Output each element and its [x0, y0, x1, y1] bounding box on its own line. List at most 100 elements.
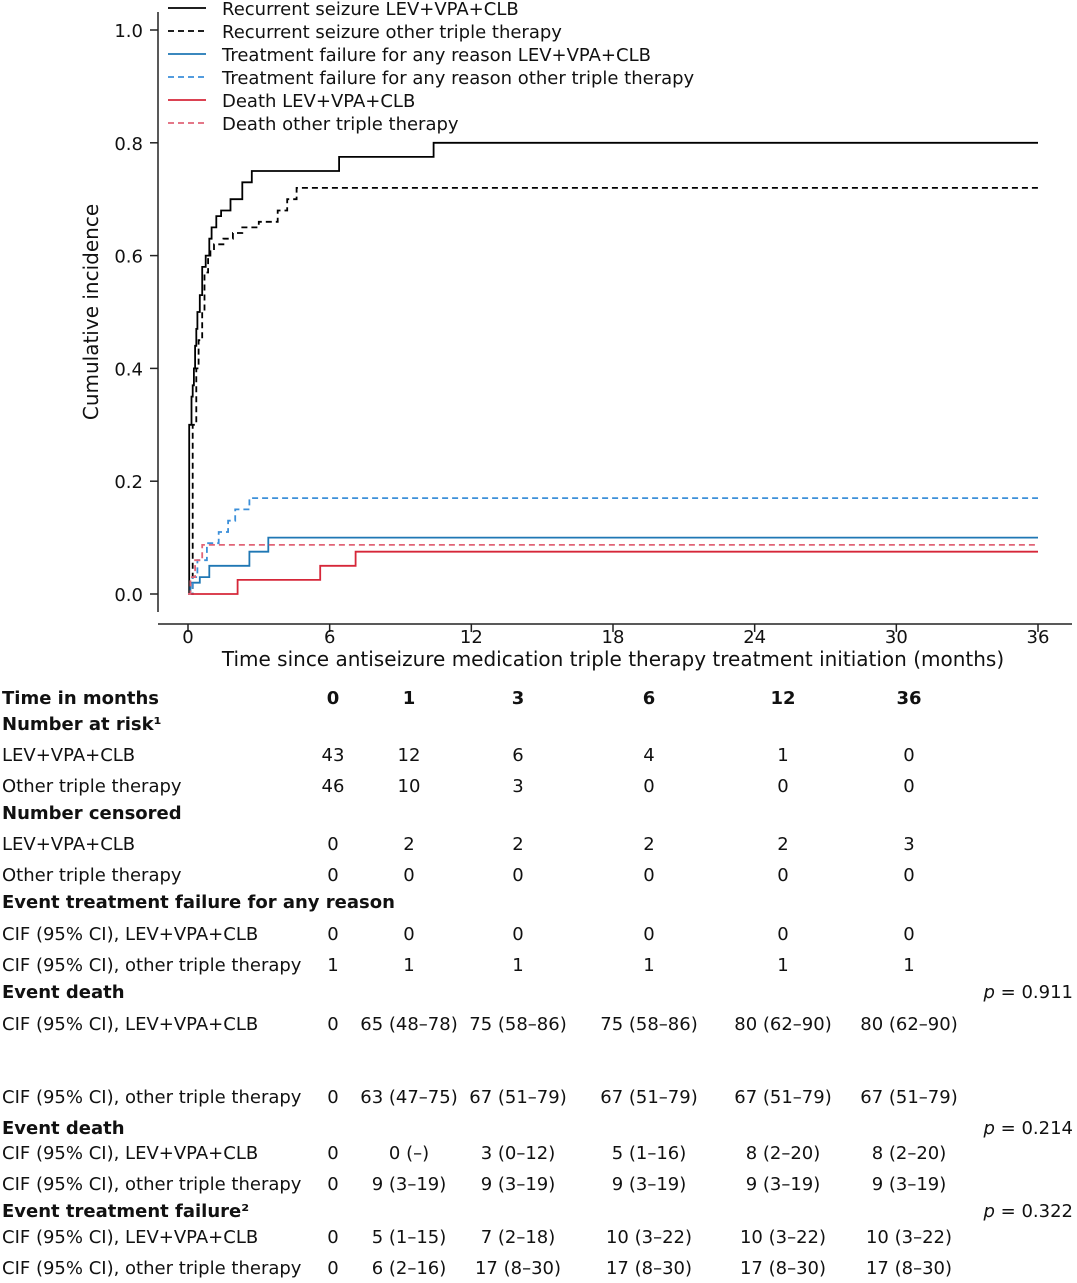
row-label: LEV+VPA+CLB	[2, 834, 136, 855]
table-row: Event treatment failure² p = 0.322	[0, 1198, 1077, 1226]
row-label: Event death	[2, 1118, 125, 1139]
y-tick-label: 0.2	[114, 472, 143, 493]
table-cell: 3	[512, 776, 524, 797]
row-label: Other triple therapy	[2, 776, 182, 797]
table-cell: 0	[512, 865, 524, 886]
table-cell: 67 (51–79)	[860, 1087, 958, 1108]
table-cell: 63 (47–75)	[360, 1087, 458, 1108]
row-label: CIF (95% CI), other triple therapy	[2, 1174, 302, 1195]
table-cell: 0	[903, 924, 915, 945]
table-cell: 0 (–)	[388, 1143, 430, 1164]
table-row: CIF (95% CI), other triple therapy 0 63 (4…	[0, 1084, 1077, 1112]
row-label: Number at risk¹	[2, 714, 162, 735]
series-line-6	[188, 544, 1038, 595]
table-cell: 0	[327, 1227, 339, 1248]
series-line-5	[188, 550, 1038, 595]
table-cell: 9 (3–19)	[371, 1174, 447, 1195]
table-cell: 0	[512, 924, 524, 945]
table-cell: 9 (3–19)	[480, 1174, 556, 1195]
table-row: CIF (95% CI), LEV+VPA+CLB 0 0 0 0 0 0	[0, 921, 1077, 949]
table-cell: 75 (58–86)	[600, 1014, 698, 1035]
table-row: Number at risk¹	[0, 711, 1077, 739]
legend-label: Treatment failure for any reason other t…	[221, 68, 695, 89]
table-cell: 0	[643, 776, 655, 797]
row-label: CIF (95% CI), LEV+VPA+CLB	[2, 1014, 259, 1035]
table-cell: 6 (2–16)	[371, 1258, 447, 1279]
row-label: CIF (95% CI), other triple therapy	[2, 1258, 302, 1279]
table-cell: 0	[777, 776, 789, 797]
legend-label: Treatment failure for any reason LEV+VPA…	[221, 45, 651, 66]
table-cell: 0	[327, 1087, 339, 1108]
table-cell: 0	[903, 776, 915, 797]
table-cell: 1	[327, 955, 339, 976]
p-value: p = 0.911	[983, 982, 1074, 1003]
table-cell: 10 (3–22)	[739, 1227, 827, 1248]
x-tick-label: 0	[182, 627, 193, 648]
table-row: CIF (95% CI), other triple therapy 1 1 1 1 1 1	[0, 952, 1077, 980]
table-row: CIF (95% CI), other triple therapy 0 9 (3–…	[0, 1171, 1077, 1199]
table-cell: 5 (1–15)	[371, 1227, 447, 1248]
table-cell: 80 (62–90)	[734, 1014, 832, 1035]
table-cell: 0	[327, 1143, 339, 1164]
table-cell: 36	[896, 688, 922, 709]
table-row: CIF (95% CI), LEV+VPA+CLB 0 5 (1–15) 7 (2–1…	[0, 1224, 1077, 1252]
y-tick-label: 0.6	[114, 247, 143, 268]
table-cell: 2	[403, 834, 415, 855]
x-tick-label: 18	[602, 627, 625, 648]
table-cell: 0	[777, 865, 789, 886]
table-cell: 6	[512, 745, 524, 766]
table-cell: 0	[327, 865, 339, 886]
table-cell: 0	[403, 924, 415, 945]
table-cell: 10 (3–22)	[605, 1227, 693, 1248]
table-cell: 0	[403, 865, 415, 886]
table-row: Time in months 0 1 3 6 12 36	[0, 685, 1077, 713]
table-cell: 8 (2–20)	[871, 1143, 947, 1164]
row-label: Event treatment failure for any reason	[2, 892, 395, 913]
table-cell: 17 (8–30)	[474, 1258, 562, 1279]
table-cell: 43	[321, 745, 345, 766]
x-tick-label: 36	[1027, 627, 1050, 648]
table-cell: 0	[903, 865, 915, 886]
table-cell: 8 (2–20)	[745, 1143, 821, 1164]
legend-label: Death LEV+VPA+CLB	[222, 91, 415, 112]
table-cell: 3	[903, 834, 915, 855]
table-cell: 0	[326, 688, 340, 709]
table-cell: 2	[643, 834, 655, 855]
legend-label: Recurrent seizure LEV+VPA+CLB	[222, 0, 519, 20]
table-cell: 1	[403, 955, 415, 976]
table-cell: 12	[397, 745, 421, 766]
table-cell: 12	[770, 688, 796, 709]
table-cell: 1	[777, 745, 789, 766]
row-label: Event death	[2, 982, 125, 1003]
table-cell: 80 (62–90)	[860, 1014, 958, 1035]
x-tick-label: 6	[324, 627, 335, 648]
table-row: Event treatment failure for any reason	[0, 889, 1077, 917]
y-tick-label: 0.8	[114, 134, 143, 155]
series-line-2	[188, 187, 1038, 595]
table-cell: 1	[402, 688, 416, 709]
table-row: Other triple therapy 0 0 0 0 0 0	[0, 862, 1077, 890]
table-cell: 4	[643, 745, 655, 766]
table-row: CIF (95% CI), LEV+VPA+CLB 0 65 (48–78) 75 (…	[0, 1011, 1077, 1039]
table-cell: 0	[327, 1014, 339, 1035]
table-row: CIF (95% CI), other triple therapy 0 6 (2–…	[0, 1255, 1077, 1283]
legend-label: Recurrent seizure other triple therapy	[222, 22, 562, 43]
table-cell: 65 (48–78)	[360, 1014, 458, 1035]
table-cell: 1	[643, 955, 655, 976]
table-row: Event death p = 0.214	[0, 1115, 1077, 1143]
cumulative-incidence-chart: 0.0 0.2 0.4 0.6 0.8 1.0 0 6 12 18 24 30 36 Recurrent…	[79, 0, 1072, 671]
table-cell: 67 (51–79)	[734, 1087, 832, 1108]
row-label: CIF (95% CI), other triple therapy	[2, 955, 302, 976]
table-cell: 0	[327, 1258, 339, 1279]
row-label: Other triple therapy	[2, 865, 182, 886]
row-label: CIF (95% CI), LEV+VPA+CLB	[2, 1143, 259, 1164]
table-cell: 67 (51–79)	[600, 1087, 698, 1108]
row-label: LEV+VPA+CLB	[2, 745, 136, 766]
table-cell: 0	[327, 834, 339, 855]
table-row: LEV+VPA+CLB 43 12 6 4 1 0	[0, 742, 1077, 770]
table-row: Event death p = 0.911	[0, 979, 1077, 1007]
row-label: CIF (95% CI), other triple therapy	[2, 1087, 302, 1108]
table-cell: 1	[777, 955, 789, 976]
table-cell: 0	[777, 924, 789, 945]
row-label: CIF (95% CI), LEV+VPA+CLB	[2, 924, 259, 945]
